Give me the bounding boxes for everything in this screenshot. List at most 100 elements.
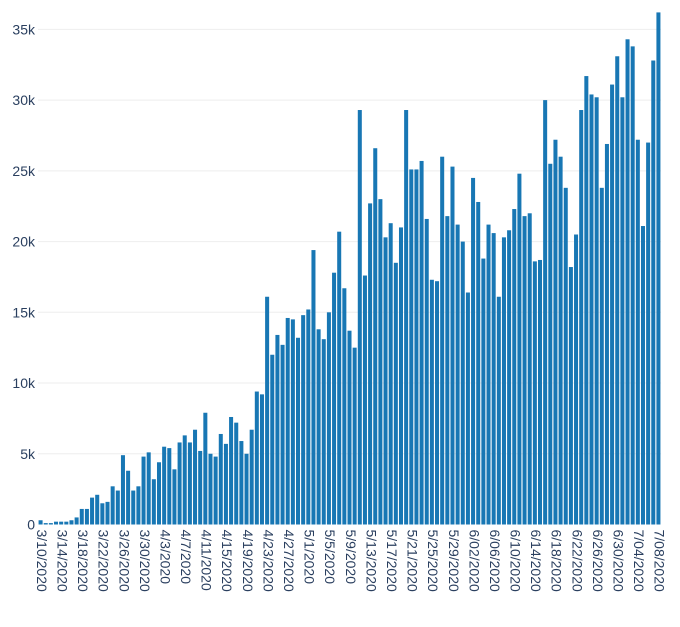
bar[interactable] <box>538 259 543 525</box>
bar[interactable] <box>69 520 74 525</box>
bar[interactable] <box>182 435 187 525</box>
bar[interactable] <box>167 448 172 525</box>
bar[interactable] <box>151 479 156 525</box>
bar[interactable] <box>512 209 517 525</box>
bar[interactable] <box>558 156 563 525</box>
bar[interactable] <box>368 203 373 525</box>
bar[interactable] <box>532 261 537 525</box>
bar[interactable] <box>476 201 481 525</box>
bar[interactable] <box>265 296 270 525</box>
bar[interactable] <box>48 523 53 525</box>
bar[interactable] <box>64 521 69 525</box>
bar[interactable] <box>568 267 573 525</box>
bar[interactable] <box>522 216 527 525</box>
bar[interactable] <box>646 142 651 525</box>
bar[interactable] <box>625 39 630 525</box>
bar[interactable] <box>187 442 192 525</box>
bar[interactable] <box>120 455 125 525</box>
bar[interactable] <box>481 258 486 525</box>
bar[interactable] <box>115 490 120 525</box>
bar[interactable] <box>388 223 393 525</box>
bar[interactable] <box>84 508 89 525</box>
bar[interactable] <box>445 216 450 525</box>
bar[interactable] <box>352 347 357 525</box>
bar[interactable] <box>54 521 59 525</box>
bar[interactable] <box>620 97 625 525</box>
bar[interactable] <box>193 429 198 525</box>
bar[interactable] <box>656 12 661 525</box>
bar[interactable] <box>244 453 249 525</box>
bar[interactable] <box>100 503 105 525</box>
bar[interactable] <box>378 199 383 525</box>
bar[interactable] <box>332 272 337 525</box>
bar[interactable] <box>316 329 321 525</box>
bar[interactable] <box>465 292 470 525</box>
bar[interactable] <box>471 177 476 525</box>
bar[interactable] <box>635 139 640 525</box>
bar[interactable] <box>342 288 347 525</box>
bar[interactable] <box>398 227 403 525</box>
bar[interactable] <box>306 309 311 525</box>
bar[interactable] <box>486 224 491 525</box>
bar[interactable] <box>491 233 496 525</box>
bar[interactable] <box>435 281 440 525</box>
bar[interactable] <box>141 456 146 525</box>
bar[interactable] <box>234 422 239 525</box>
bar[interactable] <box>450 166 455 525</box>
bar[interactable] <box>563 187 568 525</box>
bar[interactable] <box>615 56 620 525</box>
bar[interactable] <box>301 315 306 525</box>
bar[interactable] <box>579 110 584 525</box>
bar[interactable] <box>239 441 244 525</box>
bar[interactable] <box>393 262 398 525</box>
bar[interactable] <box>198 450 203 525</box>
bar[interactable] <box>455 224 460 525</box>
bar[interactable] <box>409 169 414 525</box>
bar[interactable] <box>584 76 589 525</box>
bar[interactable] <box>604 143 609 525</box>
bar[interactable] <box>208 453 213 525</box>
bar[interactable] <box>280 344 285 525</box>
bar[interactable] <box>440 156 445 525</box>
bar[interactable] <box>424 218 429 525</box>
bar[interactable] <box>59 521 64 525</box>
bar[interactable] <box>105 501 110 525</box>
bar[interactable] <box>229 416 234 525</box>
bar[interactable] <box>321 339 326 525</box>
bar[interactable] <box>507 230 512 525</box>
bar[interactable] <box>651 60 656 525</box>
bar[interactable] <box>43 523 48 525</box>
bar[interactable] <box>218 433 223 525</box>
bar[interactable] <box>326 312 331 525</box>
bar[interactable] <box>259 394 264 525</box>
bar[interactable] <box>640 226 645 525</box>
bar[interactable] <box>162 446 167 525</box>
bar[interactable] <box>594 97 599 525</box>
bar[interactable] <box>90 497 95 525</box>
bar[interactable] <box>553 139 558 525</box>
bar[interactable] <box>517 173 522 525</box>
bar[interactable] <box>383 237 388 525</box>
bar[interactable] <box>543 100 548 525</box>
bar[interactable] <box>373 148 378 525</box>
bar[interactable] <box>285 317 290 525</box>
bar[interactable] <box>610 84 615 525</box>
bar[interactable] <box>290 319 295 525</box>
bar[interactable] <box>347 330 352 525</box>
bar[interactable] <box>548 163 553 525</box>
bar[interactable] <box>599 187 604 525</box>
bar[interactable] <box>296 337 301 525</box>
bar[interactable] <box>275 334 280 525</box>
bar[interactable] <box>172 469 177 525</box>
bar[interactable] <box>249 429 254 525</box>
bar[interactable] <box>131 490 136 525</box>
bar[interactable] <box>574 234 579 525</box>
bar[interactable] <box>589 94 594 525</box>
bar[interactable] <box>223 443 228 525</box>
bar[interactable] <box>460 241 465 525</box>
bar[interactable] <box>419 160 424 525</box>
bar[interactable] <box>414 169 419 525</box>
bar[interactable] <box>110 486 115 525</box>
bar[interactable] <box>203 412 208 525</box>
bar[interactable] <box>362 275 367 525</box>
